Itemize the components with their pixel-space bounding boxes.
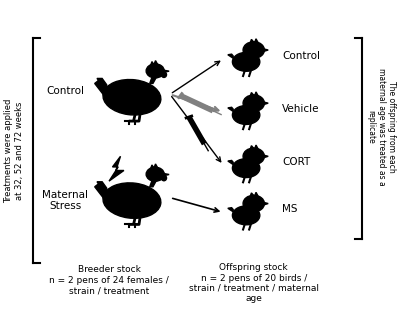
Polygon shape xyxy=(264,155,268,158)
Ellipse shape xyxy=(161,175,166,181)
Polygon shape xyxy=(228,208,233,212)
Circle shape xyxy=(243,148,264,165)
Polygon shape xyxy=(150,75,158,83)
Ellipse shape xyxy=(110,189,148,207)
Polygon shape xyxy=(151,164,159,168)
Polygon shape xyxy=(250,39,258,44)
Text: Vehicle: Vehicle xyxy=(282,104,320,114)
Polygon shape xyxy=(164,173,169,176)
Text: Control: Control xyxy=(46,86,84,96)
Text: CORT: CORT xyxy=(282,157,310,167)
Ellipse shape xyxy=(110,85,148,104)
Ellipse shape xyxy=(232,159,260,178)
Polygon shape xyxy=(95,78,108,95)
Polygon shape xyxy=(151,61,159,65)
Text: MS: MS xyxy=(282,205,298,214)
Circle shape xyxy=(243,42,264,58)
Ellipse shape xyxy=(103,79,161,115)
Text: Maternal
Stress: Maternal Stress xyxy=(42,190,88,211)
Polygon shape xyxy=(250,92,258,97)
Polygon shape xyxy=(228,107,233,112)
Ellipse shape xyxy=(232,206,260,225)
Circle shape xyxy=(146,64,164,78)
Polygon shape xyxy=(228,54,233,58)
Circle shape xyxy=(146,167,164,181)
Text: Control: Control xyxy=(282,51,320,61)
Polygon shape xyxy=(264,102,268,104)
Polygon shape xyxy=(264,202,268,205)
Polygon shape xyxy=(150,178,158,187)
Polygon shape xyxy=(109,156,124,181)
Polygon shape xyxy=(250,145,258,150)
Polygon shape xyxy=(250,192,258,197)
Polygon shape xyxy=(264,49,268,51)
Ellipse shape xyxy=(103,183,161,218)
Text: Breeder stock
n = 2 pens of 24 females /
strain / treatment: Breeder stock n = 2 pens of 24 females /… xyxy=(49,265,169,295)
Circle shape xyxy=(243,95,264,112)
Polygon shape xyxy=(164,70,169,72)
Polygon shape xyxy=(95,182,108,198)
Ellipse shape xyxy=(161,72,166,78)
Text: The offspring from each
maternal age was treated as a
replicate: The offspring from each maternal age was… xyxy=(366,68,396,186)
Text: Treatments were applied
at 32, 52 and 72 weeks: Treatments were applied at 32, 52 and 72… xyxy=(4,98,24,203)
Circle shape xyxy=(243,195,264,212)
Ellipse shape xyxy=(232,105,260,125)
Polygon shape xyxy=(228,160,233,165)
Ellipse shape xyxy=(232,53,260,71)
Text: Offspring stock
n = 2 pens of 20 birds /
strain / treatment / maternal
age: Offspring stock n = 2 pens of 20 birds /… xyxy=(189,263,319,303)
